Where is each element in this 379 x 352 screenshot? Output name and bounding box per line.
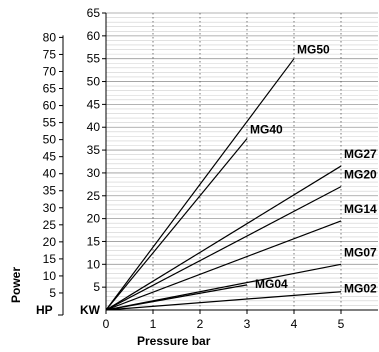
hp-tick-label: 55 <box>43 116 57 130</box>
x-tick-label: 1 <box>150 317 157 331</box>
series-label-mg50: MG50 <box>297 43 330 57</box>
kw-tick-label: 60 <box>87 29 101 43</box>
series-line-mg07 <box>105 263 342 311</box>
kw-tick-label: 5 <box>93 280 100 294</box>
hp-unit-label: HP <box>36 303 53 317</box>
kw-tick-label: 10 <box>87 257 101 271</box>
series-line-mg20 <box>105 186 342 311</box>
series-line-mg04 <box>105 284 248 311</box>
x-tick-label: 2 <box>197 317 204 331</box>
series-line-mg14 <box>105 220 342 311</box>
series-label-mg27: MG27 <box>344 147 377 161</box>
x-tick-label: 5 <box>338 317 345 331</box>
series-line-mg27 <box>105 165 342 311</box>
hp-tick-label: 35 <box>43 184 57 198</box>
x-tick-label: 0 <box>103 317 110 331</box>
kw-tick-label: 50 <box>87 75 101 89</box>
series-line-mg40 <box>105 138 248 311</box>
y-axis-label: Power <box>9 267 23 303</box>
kw-tick-label: 25 <box>87 189 101 203</box>
kw-tick-label: 45 <box>87 97 101 111</box>
series-lines <box>105 58 342 311</box>
kw-tick-label: 30 <box>87 166 101 180</box>
hp-tick-label: 40 <box>43 167 57 181</box>
series-label-mg14: MG14 <box>344 202 377 216</box>
hp-tick-label: 20 <box>43 235 57 249</box>
hp-tick-label: 60 <box>43 99 57 113</box>
hp-tick-label: 25 <box>43 218 57 232</box>
hp-tick-label: 45 <box>43 150 57 164</box>
x-axis-label: Pressure bar <box>137 334 211 348</box>
tick-labels: 5101520253035404550556065510152025303540… <box>43 6 345 331</box>
x-tick-label: 4 <box>291 317 298 331</box>
hp-tick-label: 70 <box>43 64 57 78</box>
axes <box>58 13 378 316</box>
kw-unit-label: KW <box>80 303 101 317</box>
series-line-mg02 <box>105 291 342 311</box>
series-line-mg50 <box>105 58 295 311</box>
kw-tick-label: 55 <box>87 52 101 66</box>
series-label-mg02: MG02 <box>344 282 377 296</box>
x-tick-label: 3 <box>244 317 251 331</box>
hp-tick-label: 5 <box>49 286 56 300</box>
hp-tick-label: 30 <box>43 201 57 215</box>
kw-tick-label: 65 <box>87 6 101 20</box>
series-label-mg07: MG07 <box>344 245 377 259</box>
kw-tick-label: 35 <box>87 143 101 157</box>
series-label-mg20: MG20 <box>344 168 377 182</box>
kw-tick-label: 40 <box>87 120 101 134</box>
kw-tick-label: 20 <box>87 212 101 226</box>
series-labels: MG50 MG40 MG27 MG20 MG14 MG07 MG04 MG02 <box>250 43 377 296</box>
hp-tick-label: 15 <box>43 252 57 266</box>
hp-tick-label: 65 <box>43 82 57 96</box>
kw-tick-label: 15 <box>87 234 101 248</box>
hp-tick-label: 80 <box>43 30 57 44</box>
series-label-mg04: MG04 <box>255 277 288 291</box>
hp-tick-label: 10 <box>43 269 57 283</box>
hp-tick-label: 75 <box>43 47 57 61</box>
hp-tick-label: 50 <box>43 133 57 147</box>
series-label-mg40: MG40 <box>250 123 283 137</box>
